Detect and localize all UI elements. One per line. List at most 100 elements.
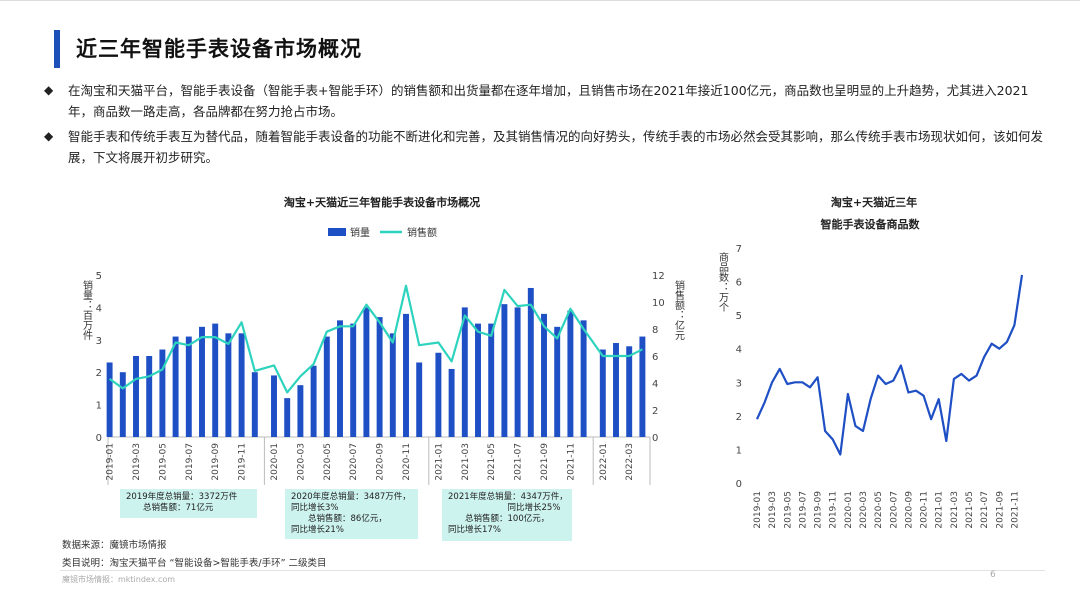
x-tick-label: 2022-03 bbox=[625, 443, 635, 481]
sales-volume-bar bbox=[435, 352, 442, 437]
right-chart-x-tick-label: 2019-11 bbox=[829, 491, 839, 529]
bullet-item: ◆ 在淘宝和天猫平台，智能手表设备（智能手表+智能手环）的销售额和出货量都在逐年… bbox=[44, 80, 1044, 122]
x-tick-label: 2019-07 bbox=[185, 443, 195, 481]
right-chart-x-tick-label: 2021-11 bbox=[1010, 491, 1020, 529]
annotation-line: 总销售额：71亿元 bbox=[126, 503, 214, 513]
legend-bar-swatch bbox=[328, 228, 346, 236]
footer-brand: 魔镜市场情报：mktindex.com bbox=[62, 575, 176, 584]
sales-volume-bar bbox=[599, 349, 606, 437]
annotation-2019: 2019年度总销量：3372万件 总销售额：71亿元 bbox=[120, 489, 257, 518]
right-chart-y-tick-label: 2 bbox=[736, 412, 742, 423]
right-chart-x-tick-label: 2020-01 bbox=[844, 491, 854, 529]
sales-volume-bar bbox=[448, 368, 455, 437]
right-chart-x-tick-label: 2021-01 bbox=[935, 491, 945, 529]
sales-volume-bar bbox=[554, 326, 561, 437]
x-tick-label: 2020-03 bbox=[296, 443, 306, 481]
x-tick-label: 2022-01 bbox=[599, 443, 609, 481]
sales-volume-bar bbox=[514, 307, 521, 437]
sales-volume-bar bbox=[363, 307, 370, 437]
right-chart-y-tick-label: 6 bbox=[736, 278, 742, 289]
right-chart-y-tick-label: 7 bbox=[736, 244, 742, 255]
sales-volume-bar bbox=[337, 320, 343, 437]
sales-volume-bar bbox=[376, 317, 383, 437]
sales-volume-bar bbox=[225, 333, 232, 437]
right-y-tick-label: 12 bbox=[652, 271, 665, 282]
right-chart-y-tick-label: 0 bbox=[736, 479, 742, 490]
right-y-tick-label: 0 bbox=[652, 433, 658, 444]
sales-volume-bar bbox=[567, 310, 574, 437]
page-number: 6 bbox=[990, 570, 996, 580]
x-tick-label: 2019-05 bbox=[158, 443, 168, 481]
sales-volume-bar bbox=[238, 333, 245, 437]
sales-volume-bar bbox=[297, 385, 304, 437]
x-tick-label: 2020-05 bbox=[323, 443, 333, 481]
sales-volume-bar bbox=[212, 323, 219, 437]
left-y-tick-label: 1 bbox=[96, 401, 102, 412]
legend-bar-label: 销量 bbox=[350, 226, 370, 239]
bullet-list: ◆ 在淘宝和天猫平台，智能手表设备（智能手表+智能手环）的销售额和出货量都在逐年… bbox=[44, 80, 1044, 172]
x-tick-label: 2020-11 bbox=[402, 443, 412, 481]
sales-volume-bar bbox=[146, 356, 153, 437]
right-chart-y-axis-label: 商品数：万个 bbox=[717, 251, 729, 312]
right-chart-title: 淘宝+天猫近三年 bbox=[831, 195, 917, 209]
right-chart-x-tick-label: 2020-07 bbox=[889, 491, 899, 529]
sales-volume-bar bbox=[580, 320, 587, 437]
right-y-tick-label: 2 bbox=[652, 406, 658, 417]
x-tick-label: 2021-03 bbox=[461, 443, 471, 481]
right-y-tick-label: 8 bbox=[652, 325, 658, 336]
category-note: 类目说明：淘宝天猫平台 “智能设备>智能手表/手环” 二级类目 bbox=[62, 558, 327, 569]
sales-volume-bar bbox=[251, 372, 258, 437]
right-y-tick-label: 4 bbox=[652, 379, 658, 390]
sales-amount-line bbox=[108, 284, 643, 394]
right-chart-x-tick-label: 2021-05 bbox=[965, 491, 975, 529]
annotation-line: 总销售额：100亿元， bbox=[448, 514, 550, 524]
right-chart-y-tick-label: 1 bbox=[736, 445, 742, 456]
right-chart-x-tick-label: 2019-09 bbox=[814, 491, 824, 529]
sales-volume-bar bbox=[541, 313, 547, 437]
sales-volume-bar bbox=[488, 323, 495, 437]
x-tick-label: 2020-07 bbox=[349, 443, 359, 481]
sales-volume-bar bbox=[350, 323, 357, 437]
sales-volume-bar bbox=[310, 365, 317, 437]
x-tick-label: 2019-03 bbox=[132, 443, 142, 481]
right-chart-y-tick-label: 5 bbox=[736, 311, 742, 322]
sales-volume-bar bbox=[403, 313, 409, 437]
sales-volume-bar bbox=[626, 346, 633, 437]
annotation-line: 2021年度总销量：4347万件， bbox=[448, 492, 568, 502]
sales-volume-bar bbox=[199, 326, 205, 437]
x-tick-label: 2019-01 bbox=[106, 443, 116, 481]
right-y-tick-label: 6 bbox=[652, 352, 658, 363]
sales-volume-bar bbox=[613, 343, 619, 437]
annotation-line: 同比增长17% bbox=[448, 525, 501, 535]
data-source: 数据来源：魔镜市场情报 bbox=[62, 540, 167, 551]
sales-volume-bar bbox=[133, 356, 139, 437]
footer-divider bbox=[60, 570, 1045, 571]
x-tick-label: 2021-05 bbox=[487, 443, 497, 481]
left-y-tick-label: 4 bbox=[96, 303, 102, 314]
right-axis-label: 销售额：亿元 bbox=[673, 279, 685, 340]
x-tick-label: 2019-09 bbox=[211, 443, 221, 481]
right-chart-x-tick-label: 2020-03 bbox=[859, 491, 869, 529]
left-y-tick-label: 3 bbox=[96, 336, 102, 347]
right-chart-x-tick-label: 2020-05 bbox=[874, 491, 884, 529]
left-y-tick-label: 2 bbox=[96, 368, 102, 379]
bullet-text: 在淘宝和天猫平台，智能手表设备（智能手表+智能手环）的销售额和出货量都在逐年增加… bbox=[68, 83, 1029, 119]
right-chart: 0 1 2 3 4 5 6 7 商品数：万个 2019-01 2019-03 2019-05 2019-… bbox=[717, 244, 1024, 529]
top-border bbox=[0, 0, 1080, 1]
x-tick-label: 2021-11 bbox=[566, 443, 576, 481]
annotation-line: 2020年度总销量：3487万件， bbox=[291, 492, 411, 502]
sales-volume-bar bbox=[639, 336, 646, 437]
sales-volume-bar bbox=[159, 349, 166, 437]
left-y-tick-label: 5 bbox=[96, 271, 102, 282]
sales-volume-bar bbox=[284, 398, 291, 437]
left-axis-label: 销量：百万件 bbox=[81, 279, 93, 341]
annotation-line: 2019年度总销量：3372万件 bbox=[126, 492, 238, 502]
legend-line-label: 销售额 bbox=[407, 226, 437, 239]
x-tick-label: 2021-09 bbox=[540, 443, 550, 481]
left-chart-title: 淘宝+天猫近三年智能手表设备市场概况 bbox=[284, 195, 480, 209]
right-y-tick-label: 10 bbox=[652, 298, 665, 309]
diamond-bullet-icon: ◆ bbox=[44, 83, 54, 97]
title-accent-bar bbox=[54, 30, 60, 68]
